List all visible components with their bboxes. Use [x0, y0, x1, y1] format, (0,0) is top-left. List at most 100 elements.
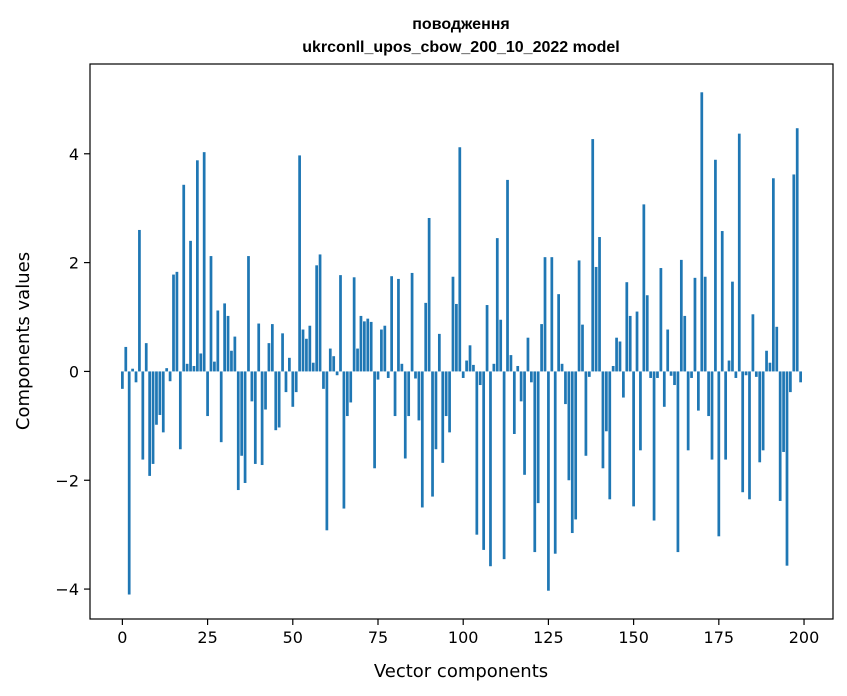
bar-13 [165, 368, 169, 372]
y-tick-label: −2 [55, 471, 79, 490]
bar-174 [714, 159, 717, 372]
bar-135 [581, 324, 584, 372]
bar-79 [390, 276, 393, 372]
bar-182 [741, 371, 745, 493]
bar-112 [502, 371, 506, 560]
bar-187 [758, 371, 762, 463]
bar-167 [690, 371, 693, 378]
bar-130 [564, 371, 567, 405]
bar-119 [526, 337, 530, 372]
bar-69 [356, 348, 359, 372]
bar-66 [345, 371, 349, 417]
x-tick-label: 175 [704, 628, 735, 647]
bar-198 [795, 128, 799, 372]
bar-175 [717, 371, 721, 537]
bar-188 [761, 371, 765, 451]
bar-33 [233, 336, 237, 372]
bar-113 [506, 179, 509, 372]
bar-44 [270, 324, 274, 372]
bar-144 [611, 365, 615, 372]
bar-60 [325, 371, 329, 531]
bar-71 [363, 321, 366, 372]
bar-150 [632, 371, 635, 507]
bar-11 [158, 371, 162, 415]
chart-subtitle: ukrconll_upos_cbow_200_10_2022 model [302, 39, 619, 56]
x-axis-label: Vector components [374, 661, 548, 682]
bar-90 [427, 217, 431, 372]
bar-159 [662, 371, 666, 407]
bar-24 [202, 152, 206, 372]
bar-88 [420, 371, 424, 508]
y-tick-label: 0 [69, 362, 79, 381]
bar-14 [168, 371, 172, 382]
bar-78 [386, 371, 390, 378]
bar-157 [656, 371, 659, 378]
bar-94 [441, 371, 445, 463]
bar-7 [144, 343, 148, 372]
x-tick-label: 0 [117, 628, 127, 647]
bar-95 [444, 371, 448, 417]
bar-138 [591, 139, 595, 372]
bar-16 [175, 271, 179, 372]
bar-53 [301, 329, 305, 372]
bar-192 [775, 326, 779, 372]
bar-3 [131, 368, 134, 372]
bar-107 [485, 305, 489, 372]
bar-183 [744, 371, 748, 376]
bar-127 [553, 371, 557, 554]
bar-54 [305, 338, 308, 372]
bar-93 [437, 333, 441, 372]
bar-110 [495, 238, 499, 372]
bar-145 [615, 337, 618, 372]
y-axis-ticks: −4 −2 0 2 4 [55, 145, 90, 599]
bar-181 [737, 133, 741, 372]
bar-86 [414, 371, 417, 379]
y-tick-label: 2 [69, 254, 79, 273]
bar-77 [383, 325, 387, 372]
bar-140 [598, 237, 601, 372]
bar-23 [199, 353, 203, 372]
bar-73 [369, 321, 373, 372]
bar-185 [751, 314, 755, 372]
bar-9 [151, 371, 155, 464]
bar-106 [482, 371, 486, 550]
bar-28 [216, 310, 220, 372]
plot-frame [89, 63, 834, 620]
bar-98 [455, 303, 458, 372]
bar-20 [189, 240, 192, 372]
bar-128 [557, 294, 560, 372]
bar-122 [536, 371, 540, 504]
bar-148 [625, 282, 629, 372]
bar-103 [472, 364, 475, 372]
bar-8 [148, 371, 152, 476]
bar-26 [209, 256, 213, 372]
bar-31 [226, 315, 230, 372]
bar-65 [342, 371, 346, 509]
bar-38 [250, 371, 254, 402]
bar-50 [291, 371, 295, 407]
bar-4 [134, 371, 138, 383]
bar-195 [785, 371, 789, 566]
bar-152 [639, 371, 642, 451]
bar-83 [403, 371, 407, 459]
x-tick-label: 125 [533, 628, 564, 647]
bar-199 [799, 371, 802, 383]
bar-52 [298, 155, 301, 372]
bar-161 [669, 371, 673, 376]
bar-85 [410, 272, 414, 372]
bar-27 [213, 361, 216, 372]
y-tick-label: 4 [69, 145, 79, 164]
bar-63 [335, 371, 339, 376]
bar-164 [679, 259, 683, 372]
bar-120 [530, 371, 533, 383]
x-tick-label: 200 [789, 628, 820, 647]
bar-184 [748, 371, 751, 500]
bar-99 [458, 147, 462, 372]
bar-0 [121, 371, 124, 389]
bar-96 [448, 371, 451, 433]
bar-126 [550, 257, 554, 372]
bar-74 [373, 371, 376, 469]
bar-91 [431, 371, 434, 497]
bar-109 [492, 363, 496, 372]
